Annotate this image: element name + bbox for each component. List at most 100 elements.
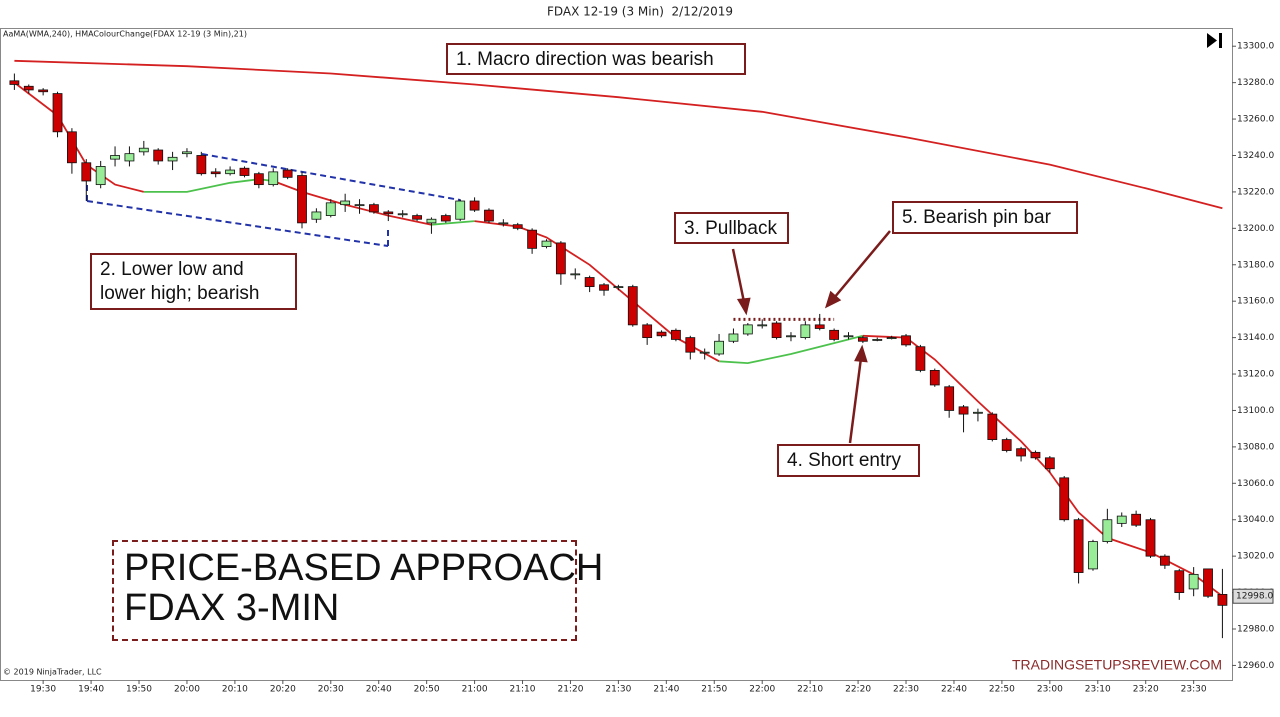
candle-body — [383, 211, 394, 215]
title-box-text: FDAX 3-MIN — [124, 587, 340, 629]
candle-body — [929, 369, 940, 386]
candle-body — [599, 284, 609, 291]
candle-body — [714, 340, 724, 355]
x-tick-label: 22:10 — [797, 685, 823, 695]
candle-body — [282, 169, 293, 178]
chart-title: FDAX 12-19 (3 Min) 2/12/2019 — [547, 5, 733, 19]
x-tick-label: 21:40 — [653, 685, 679, 695]
y-tick-label: 12980.0 — [1237, 625, 1274, 635]
y-tick-label: 13260.0 — [1237, 115, 1274, 125]
y-tick-label: 13160.0 — [1237, 297, 1274, 307]
x-tick-label: 23:00 — [1037, 685, 1063, 695]
y-tick-label: 13200.0 — [1237, 224, 1274, 234]
watermark: TRADINGSETUPSREVIEW.COM — [1012, 657, 1222, 673]
annotation: 5. Bearish pin bar — [892, 201, 1078, 234]
last-price-box — [1232, 588, 1274, 604]
candle-body — [9, 80, 20, 85]
candle-body — [239, 167, 250, 176]
annotation-text: 4. Short entry — [787, 450, 902, 471]
candle-body — [915, 346, 926, 371]
y-tick-label: 13080.0 — [1237, 442, 1274, 452]
candle-body — [1159, 555, 1170, 566]
candle-body — [138, 147, 149, 153]
annotation-text: 1. Macro direction was bearish — [456, 49, 714, 70]
candle-body — [38, 89, 49, 93]
candle-body — [426, 218, 437, 224]
candle-body — [786, 335, 796, 338]
x-tick-label: 23:30 — [1181, 685, 1207, 695]
title-box-text: PRICE-BASED APPROACH — [124, 547, 604, 589]
candle-body — [656, 331, 667, 337]
candle-body — [728, 333, 739, 342]
candle-body — [52, 93, 63, 133]
candle-body — [268, 171, 279, 186]
y-tick-label: 13220.0 — [1237, 187, 1274, 197]
candle-body — [167, 156, 178, 162]
annotation: 4. Short entry — [777, 444, 920, 477]
copyright: © 2019 NinjaTrader, LLC — [3, 668, 102, 677]
indicator-label: AaMA(WMA,240), HMAColourChange(FDAX 12-1… — [3, 30, 247, 39]
candle-body — [1088, 541, 1098, 570]
x-tick-label: 21:00 — [462, 685, 488, 695]
y-tick-label: 13140.0 — [1237, 333, 1274, 343]
x-tick-label: 20:10 — [222, 685, 248, 695]
candle-body — [484, 209, 494, 222]
candle-body — [872, 339, 883, 341]
candle-body — [814, 324, 825, 329]
candle-body — [901, 335, 911, 346]
candle-body — [1145, 519, 1156, 557]
candle-body — [1059, 477, 1070, 521]
candle-body — [1102, 519, 1113, 542]
candle-body — [196, 155, 207, 175]
candle-body — [440, 215, 451, 222]
candle-body — [843, 335, 854, 338]
candle-body — [354, 204, 365, 207]
candle-body — [369, 204, 379, 213]
candle-body — [412, 215, 422, 220]
candle-body — [23, 85, 34, 91]
arrows — [731, 230, 891, 444]
candle-body — [973, 411, 983, 414]
x-tick-label: 20:00 — [174, 685, 200, 695]
candle-body — [469, 200, 480, 211]
candle-body — [210, 171, 221, 175]
candle-body — [1174, 570, 1185, 593]
y-tick-label: 13120.0 — [1237, 370, 1274, 380]
candle-body — [800, 324, 811, 339]
play-icon — [1207, 33, 1222, 48]
candle-body — [1131, 513, 1142, 526]
annotation: 3. Pullback — [674, 212, 789, 244]
x-tick-label: 22:20 — [845, 685, 871, 695]
candle-body — [1016, 448, 1026, 457]
x-tick-label: 19:40 — [78, 685, 104, 695]
x-tick-label: 19:30 — [30, 685, 56, 695]
candle-body — [1203, 568, 1213, 597]
candle-body — [1188, 573, 1199, 590]
candle-body — [67, 131, 77, 164]
x-tick-label: 21:20 — [557, 685, 583, 695]
annotation: 2. Lower low and lower high; bearish — [90, 253, 297, 310]
x-tick-label: 22:40 — [941, 685, 967, 695]
candle-body — [1073, 519, 1084, 573]
candle-body — [311, 211, 322, 220]
x-tick-label: 19:50 — [126, 685, 152, 695]
candle-body — [627, 286, 638, 326]
candle-body — [512, 224, 523, 229]
annotation-text: 2. Lower low and — [100, 259, 244, 280]
indicator-line — [431, 220, 475, 226]
candle-body — [685, 337, 696, 353]
candle-body — [584, 277, 595, 288]
x-tick-label: 20:50 — [414, 685, 440, 695]
candle-body — [886, 337, 897, 340]
candle-body — [182, 151, 192, 155]
x-tick-label: 22:00 — [749, 685, 775, 695]
candle-body — [95, 166, 106, 186]
annotation: 1. Macro direction was bearish — [446, 43, 746, 75]
y-tick-label: 13020.0 — [1237, 552, 1274, 562]
candle-body — [1030, 451, 1041, 459]
candle-body — [124, 153, 135, 162]
y-tick-label: 13100.0 — [1237, 406, 1274, 416]
plot-border — [0, 28, 1233, 681]
x-tick-label: 20:40 — [366, 685, 392, 695]
x-tick-label: 22:30 — [893, 685, 919, 695]
